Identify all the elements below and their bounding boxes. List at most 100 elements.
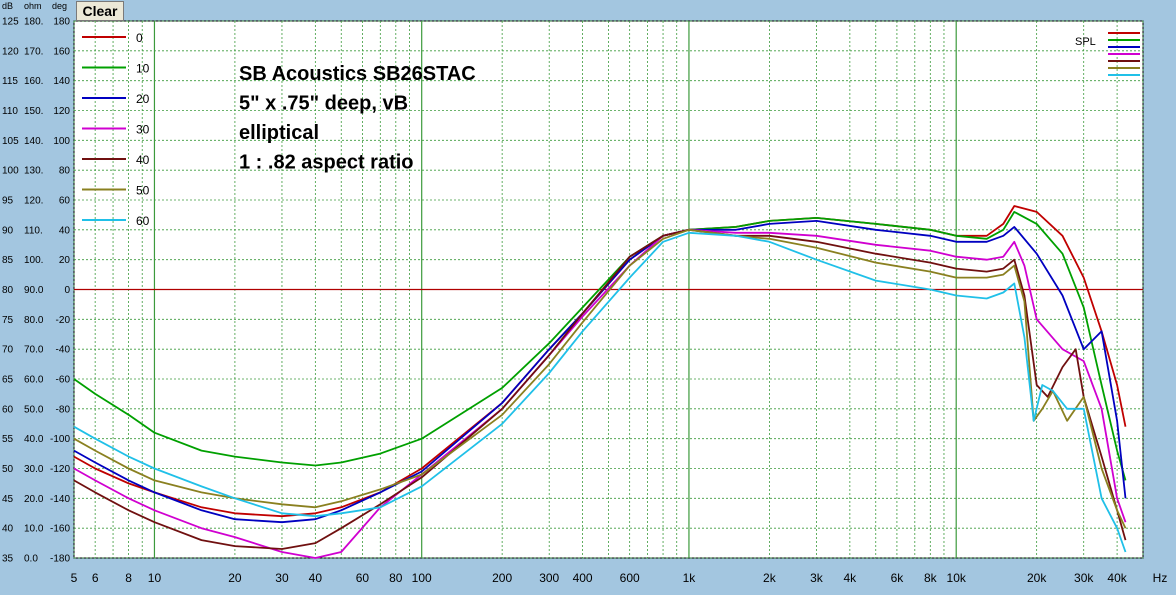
y-tick-label-db: 40 xyxy=(2,524,14,535)
annotation: SB Acoustics SB26STAC 5" x .75" deep, vB e… xyxy=(239,63,476,174)
y-tick-label-ohm: 170. xyxy=(24,46,43,57)
y-tick-label-deg: 160 xyxy=(53,46,70,57)
x-tick-label: 2k xyxy=(763,571,777,585)
x-tick-label: 6k xyxy=(891,571,905,585)
y-tick-label-deg: -20 xyxy=(56,315,71,326)
y-tick-label-db: 95 xyxy=(2,196,14,207)
legend-label-0: 0 xyxy=(136,31,143,45)
annotation-line: elliptical xyxy=(239,122,319,144)
annotation-line: SB Acoustics SB26STAC xyxy=(239,63,476,85)
y-tick-label-deg: 140 xyxy=(53,76,70,87)
x-tick-label: 30k xyxy=(1074,571,1094,585)
y-tick-label-deg: -180 xyxy=(50,554,70,565)
y-tick-label-db: 90 xyxy=(2,225,14,236)
y-tick-label-db: 55 xyxy=(2,434,14,445)
legend-label-50: 50 xyxy=(136,184,150,198)
x-tick-label: 600 xyxy=(620,571,640,585)
y-tick-label-ohm: 10.0 xyxy=(24,524,44,535)
legend: 0 10 20 30 40 50 60 SPL xyxy=(82,31,1140,228)
x-axis-labels: 5 6 8 10 20 30 40 60 80 100 200 300 400 600 1k 2k 3k 4k 6k… xyxy=(71,571,1128,585)
x-tick-label: 6 xyxy=(92,571,99,585)
y-tick-label-db: 70 xyxy=(2,345,14,356)
y-tick-label-deg: 120 xyxy=(53,106,70,117)
x-tick-label: 4k xyxy=(844,571,858,585)
x-tick-label: 80 xyxy=(389,571,403,585)
y-tick-label-deg: -100 xyxy=(50,434,70,445)
x-tick-label: 100 xyxy=(412,571,432,585)
y-tick-label-ohm: 30.0 xyxy=(24,464,44,475)
legend-label-40: 40 xyxy=(136,153,150,167)
legend-label-10: 10 xyxy=(136,62,150,76)
x-tick-label: 10 xyxy=(148,571,162,585)
y-tick-label-ohm: 140. xyxy=(24,136,43,147)
y-tick-label-deg: -80 xyxy=(56,404,71,415)
x-tick-label: 300 xyxy=(539,571,559,585)
y-tick-label-ohm: 180. xyxy=(24,17,43,28)
annotation-line: 5" x .75" deep, vB xyxy=(239,93,408,115)
legend-label-30: 30 xyxy=(136,123,150,137)
y-tick-label-ohm: 120. xyxy=(24,196,43,207)
y-tick-label-ohm: 100. xyxy=(24,255,43,266)
y-tick-label-deg: -140 xyxy=(50,494,70,505)
y-tick-label-ohm: 80.0 xyxy=(24,315,44,326)
y-tick-label-db: 115 xyxy=(2,76,18,87)
y-tick-label-deg: -40 xyxy=(56,345,71,356)
y-unit-deg: deg xyxy=(52,1,67,11)
x-tick-label: 30 xyxy=(275,571,289,585)
x-tick-label: 8k xyxy=(924,571,938,585)
y-tick-label-db: 50 xyxy=(2,464,14,475)
y-tick-label-db: 60 xyxy=(2,404,14,415)
y-tick-label-deg: -60 xyxy=(56,375,71,386)
y-tick-label-db: 35 xyxy=(2,554,14,565)
y-axis-labels: 125 180. 180 120 170. 160 115 160. 140 110 150. 120… xyxy=(2,17,70,565)
y-tick-label-deg: 20 xyxy=(59,255,71,266)
y-tick-label-ohm: 40.0 xyxy=(24,434,44,445)
y-tick-label-db: 110 xyxy=(2,106,18,117)
y-tick-label-ohm: 60.0 xyxy=(24,375,44,386)
x-tick-label: 400 xyxy=(573,571,593,585)
y-tick-label-db: 120 xyxy=(2,46,19,57)
x-tick-label: 1k xyxy=(683,571,697,585)
axis-units: dB ohm deg Hz xyxy=(2,1,1167,585)
annotation-line: 1 : .82 aspect ratio xyxy=(239,152,414,174)
y-tick-label-deg: -160 xyxy=(50,524,70,535)
x-tick-label: 40k xyxy=(1107,571,1127,585)
y-tick-label-deg: 40 xyxy=(59,225,71,236)
series-line-60 xyxy=(73,231,1127,553)
clear-button[interactable]: Clear xyxy=(76,1,124,21)
legend-label-20: 20 xyxy=(136,92,150,106)
x-tick-label: 10k xyxy=(947,571,967,585)
y-tick-label-ohm: 160. xyxy=(24,76,43,87)
y-tick-label-ohm: 70.0 xyxy=(24,345,44,356)
y-tick-label-ohm: 20.0 xyxy=(24,494,44,505)
y-tick-label-deg: -120 xyxy=(50,464,70,475)
legend-spl-label: SPL xyxy=(1075,36,1096,48)
y-tick-label-db: 125 xyxy=(2,17,19,28)
series-lines xyxy=(73,205,1127,559)
y-unit-db: dB xyxy=(2,1,13,11)
y-tick-label-deg: 0 xyxy=(64,285,70,296)
x-tick-label: 3k xyxy=(810,571,824,585)
x-tick-label: 200 xyxy=(492,571,512,585)
y-tick-label-db: 45 xyxy=(2,494,14,505)
y-tick-label-deg: 80 xyxy=(59,166,71,177)
y-tick-label-db: 75 xyxy=(2,315,14,326)
y-tick-label-ohm: 50.0 xyxy=(24,404,44,415)
x-tick-label: 40 xyxy=(309,571,323,585)
y-unit-ohm: ohm xyxy=(24,1,42,11)
y-tick-label-db: 105 xyxy=(2,136,19,147)
y-tick-label-deg: 100 xyxy=(53,136,70,147)
y-tick-label-deg: 180 xyxy=(53,17,70,28)
y-tick-label-db: 80 xyxy=(2,285,14,296)
x-tick-label: 20 xyxy=(228,571,242,585)
y-tick-label-ohm: 0.0 xyxy=(24,554,38,565)
y-tick-label-db: 65 xyxy=(2,375,14,386)
y-tick-label-db: 85 xyxy=(2,255,14,266)
x-tick-label: 20k xyxy=(1027,571,1047,585)
y-tick-label-ohm: 90.0 xyxy=(24,285,44,296)
legend-label-60: 60 xyxy=(136,214,150,228)
y-tick-label-deg: 60 xyxy=(59,196,71,207)
x-unit-label: Hz xyxy=(1153,571,1168,585)
